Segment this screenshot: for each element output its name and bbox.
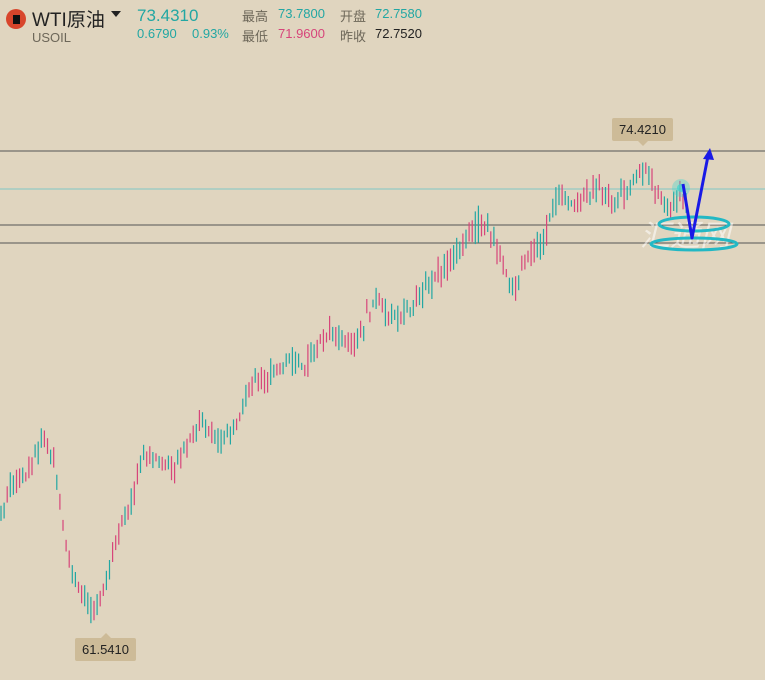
price-change-percent: 0.93% (192, 26, 229, 41)
quote-header: WTI原油 USOIL 73.4310 0.6790 0.93% 最高 73.7… (0, 0, 765, 48)
low-value: 71.9600 (278, 26, 325, 41)
low-price-tag: 61.5410 (75, 633, 136, 661)
symbol-name[interactable]: WTI原油 (32, 10, 105, 31)
symbol-code: USOIL (32, 30, 72, 45)
arrow-head-icon (703, 148, 714, 160)
price-change: 0.6790 (137, 26, 177, 41)
open-label: 开盘 (340, 9, 367, 24)
prev-close-value: 72.7520 (375, 26, 422, 41)
high-label: 最高 (242, 9, 269, 24)
oil-barrel-icon (6, 9, 26, 29)
candles-group (0, 162, 687, 624)
open-value: 72.7580 (375, 6, 422, 21)
prev-close-label: 昨收 (340, 29, 367, 44)
high-value: 73.7800 (278, 6, 325, 21)
target-ring-lower (649, 236, 739, 252)
chevron-down-icon[interactable] (111, 11, 121, 17)
forecast-arrow (681, 155, 710, 240)
low-label: 最低 (242, 29, 269, 44)
current-price: 73.4310 (137, 6, 199, 25)
high-price-tag: 74.4210 (612, 118, 673, 146)
